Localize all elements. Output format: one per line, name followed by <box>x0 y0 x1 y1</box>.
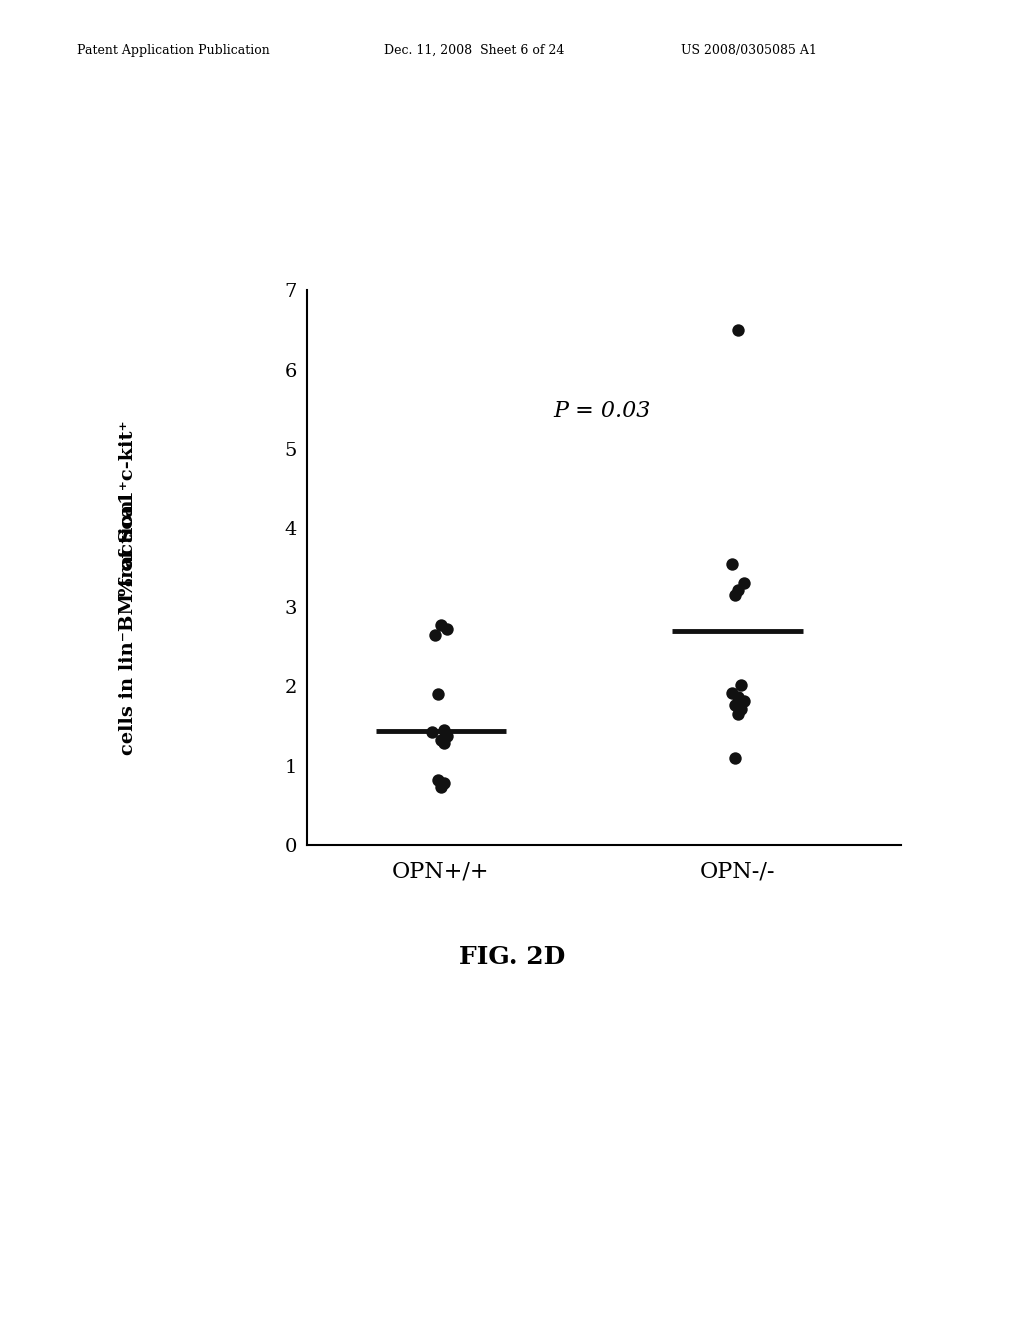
Point <box>432 776 449 797</box>
Point <box>729 319 745 341</box>
Point <box>727 694 743 715</box>
Point <box>724 682 740 704</box>
Point <box>432 730 449 751</box>
Text: Dec. 11, 2008  Sheet 6 of 24: Dec. 11, 2008 Sheet 6 of 24 <box>384 44 564 57</box>
Text: % of Sca1⁺c-kit⁺: % of Sca1⁺c-kit⁺ <box>119 420 137 597</box>
Point <box>435 772 452 793</box>
Point <box>430 770 446 791</box>
Point <box>729 686 745 708</box>
Point <box>732 675 749 696</box>
Text: FIG. 2D: FIG. 2D <box>459 945 565 969</box>
Point <box>724 553 740 574</box>
Point <box>438 725 455 746</box>
Point <box>732 698 749 719</box>
Text: P = 0.03: P = 0.03 <box>554 400 651 422</box>
Point <box>735 573 752 594</box>
Point <box>438 619 455 640</box>
Point <box>424 722 440 743</box>
Point <box>427 624 443 645</box>
Point <box>432 614 449 635</box>
Point <box>729 579 745 601</box>
Point <box>727 747 743 768</box>
Text: US 2008/0305085 A1: US 2008/0305085 A1 <box>681 44 817 57</box>
Point <box>435 733 452 754</box>
Text: cells in lin⁻BM fraction: cells in lin⁻BM fraction <box>119 499 137 755</box>
Point <box>435 719 452 741</box>
Point <box>729 704 745 725</box>
Point <box>430 684 446 705</box>
Point <box>727 585 743 606</box>
Point <box>735 690 752 711</box>
Text: Patent Application Publication: Patent Application Publication <box>77 44 269 57</box>
